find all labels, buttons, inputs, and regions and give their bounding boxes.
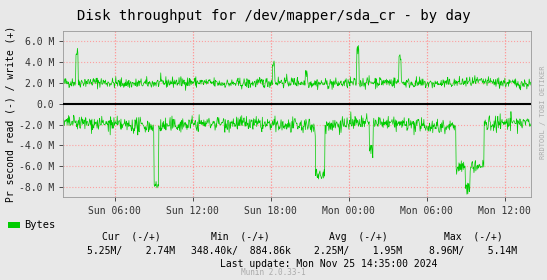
Text: 348.40k/  884.86k: 348.40k/ 884.86k xyxy=(191,246,290,256)
Text: Last update: Mon Nov 25 14:35:00 2024: Last update: Mon Nov 25 14:35:00 2024 xyxy=(219,259,437,269)
Y-axis label: Pr second read (-) / write (+): Pr second read (-) / write (+) xyxy=(6,26,16,202)
Text: 5.25M/    2.74M: 5.25M/ 2.74M xyxy=(87,246,176,256)
Text: 2.25M/    1.95M: 2.25M/ 1.95M xyxy=(314,246,403,256)
Text: Munin 2.0.33-1: Munin 2.0.33-1 xyxy=(241,268,306,277)
Text: Cur  (-/+): Cur (-/+) xyxy=(102,232,161,242)
Text: 8.96M/    5.14M: 8.96M/ 5.14M xyxy=(429,246,517,256)
Text: Bytes: Bytes xyxy=(25,220,56,230)
Text: Max  (-/+): Max (-/+) xyxy=(444,232,503,242)
Text: Disk throughput for /dev/mapper/sda_cr - by day: Disk throughput for /dev/mapper/sda_cr -… xyxy=(77,8,470,23)
Text: Min  (-/+): Min (-/+) xyxy=(211,232,270,242)
Text: RRDTOOL / TOBI OETIKER: RRDTOOL / TOBI OETIKER xyxy=(540,65,546,159)
Text: Avg  (-/+): Avg (-/+) xyxy=(329,232,388,242)
